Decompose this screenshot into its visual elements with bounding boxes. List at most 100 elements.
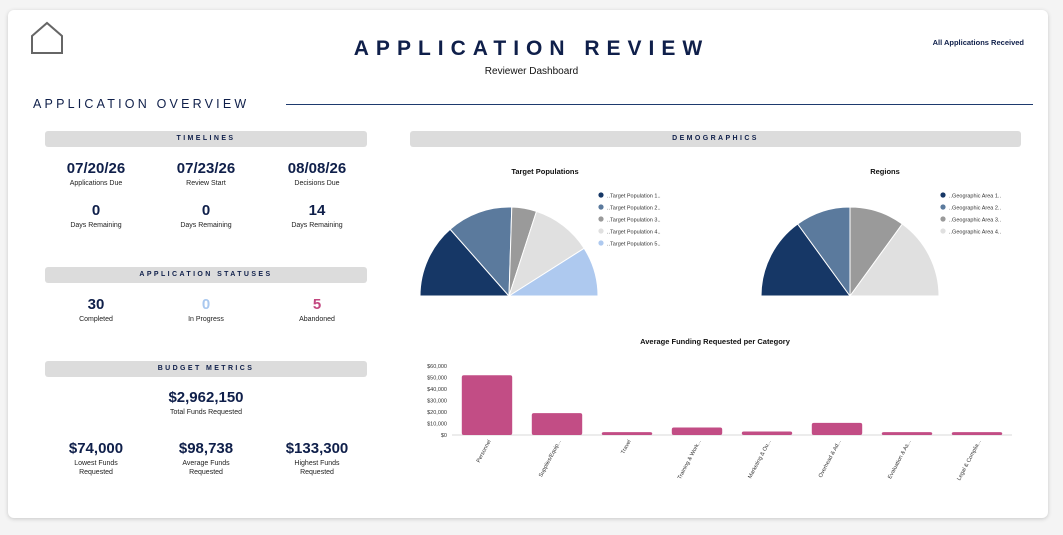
regions-pie: ..Geographic Area 1.. ..Geographic Area 2… xyxy=(760,192,1001,298)
legend-label[interactable]: ..Target Population 5.. xyxy=(607,241,661,247)
y-tick-label: $40,000 xyxy=(427,387,447,393)
x-tick-label: Marketing & Ou... xyxy=(747,439,773,480)
days-remaining-3: 14 Days Remaining xyxy=(262,202,372,231)
bar[interactable] xyxy=(461,375,513,435)
x-tick-label: Personnel xyxy=(476,439,493,464)
overview-divider xyxy=(286,104,1033,105)
date-label: Review Start xyxy=(186,180,226,187)
x-tick-label: Legal & Complia... xyxy=(956,439,983,482)
page-subtitle: Reviewer Dashboard xyxy=(484,66,579,77)
legend-marker xyxy=(940,192,946,198)
y-tick-label: $50,000 xyxy=(427,376,447,382)
status-abandoned: 5 Abandoned xyxy=(262,296,372,325)
x-tick-label: Evaluation & As... xyxy=(887,439,913,480)
legend-label[interactable]: ..Target Population 4.. xyxy=(607,229,661,235)
budget-value: $74,000 xyxy=(68,440,124,457)
pie-slice[interactable] xyxy=(419,228,511,297)
date-applications-due: 07/20/26 Applications Due xyxy=(41,160,151,189)
x-tick-label: Travel xyxy=(620,439,632,455)
funding-chart-title: Average Funding Requested per Category xyxy=(640,337,790,346)
legend-label[interactable]: ..Geographic Area 1.. xyxy=(949,193,1001,199)
budget-label: Average Funds Requested xyxy=(182,460,230,476)
date-value: 08/08/26 xyxy=(287,160,347,177)
budget-total-label: Total Funds Requested xyxy=(170,409,242,416)
overview-title: APPLICATION OVERVIEW xyxy=(33,97,250,111)
statuses-header: APPLICATION STATUSES xyxy=(45,267,367,283)
budget-label: Highest Funds Requested xyxy=(294,460,340,476)
pie-slice[interactable] xyxy=(760,223,851,297)
date-label: Decisions Due xyxy=(294,180,340,187)
days-value: 0 xyxy=(91,202,101,219)
days-remaining-1: 0 Days Remaining xyxy=(41,202,151,231)
budget-total-value: $2,962,150 xyxy=(168,389,244,406)
bar[interactable] xyxy=(741,431,793,435)
legend-label[interactable]: ..Geographic Area 3.. xyxy=(949,217,1001,223)
days-label: Days Remaining xyxy=(70,222,122,229)
bar[interactable] xyxy=(601,432,653,435)
status-completed: 30 Completed xyxy=(41,296,151,325)
status-value: 5 xyxy=(312,296,322,313)
legend-marker xyxy=(598,240,604,246)
budget-lowest: $74,000 Lowest Funds Requested xyxy=(41,440,151,478)
x-tick-label: Overhead & Ad... xyxy=(818,439,843,479)
y-tick-label: $30,000 xyxy=(427,399,447,405)
days-value: 0 xyxy=(201,202,211,219)
budget-value: $98,738 xyxy=(178,440,234,457)
budget-value: $133,300 xyxy=(285,440,349,457)
legend-label[interactable]: ..Geographic Area 2.. xyxy=(949,205,1001,211)
bar[interactable] xyxy=(671,427,723,435)
bar[interactable] xyxy=(951,432,1003,435)
legend-marker xyxy=(598,228,604,234)
x-tick-label: Training & Work... xyxy=(677,439,703,481)
demographics-header: DEMOGRAPHICS xyxy=(410,131,1021,147)
bar[interactable] xyxy=(531,413,583,435)
legend-marker xyxy=(598,192,604,198)
budget-average: $98,738 Average Funds Requested xyxy=(151,440,261,478)
legend-marker xyxy=(598,204,604,210)
status-value: 0 xyxy=(201,296,211,313)
legend-marker xyxy=(940,216,946,222)
days-remaining-2: 0 Days Remaining xyxy=(151,202,261,231)
target-populations-title: Target Populations xyxy=(511,167,579,176)
budget-total: $2,962,150 Total Funds Requested xyxy=(131,389,281,418)
date-decisions-due: 08/08/26 Decisions Due xyxy=(262,160,372,189)
target-populations-pie: ..Target Population 1.. ..Target Populati… xyxy=(419,192,661,298)
y-tick-label: $60,000 xyxy=(427,364,447,370)
status-value: 30 xyxy=(87,296,105,313)
x-tick-label: Supplies/Equip... xyxy=(538,439,563,479)
budget-highest: $133,300 Highest Funds Requested xyxy=(262,440,372,478)
home-icon[interactable] xyxy=(30,21,64,55)
y-tick-label: $20,000 xyxy=(427,410,447,416)
date-label: Applications Due xyxy=(69,180,123,187)
budget-header: BUDGET METRICS xyxy=(45,361,367,377)
legend-label[interactable]: ..Geographic Area 4.. xyxy=(949,229,1001,235)
date-review-start: 07/23/26 Review Start xyxy=(151,160,261,189)
legend-marker xyxy=(940,228,946,234)
y-tick-label: $10,000 xyxy=(427,422,447,428)
bar[interactable] xyxy=(811,422,863,435)
status-label: Abandoned xyxy=(299,316,335,323)
legend-label[interactable]: ..Target Population 3.. xyxy=(607,217,661,223)
regions-title: Regions xyxy=(870,167,900,176)
budget-label: Lowest Funds Requested xyxy=(74,460,118,476)
legend-label[interactable]: ..Target Population 1.. xyxy=(607,193,661,199)
funding-bar-chart: $0 $10,000 $20,000 $30,000 $40,000 $50,000 $60… xyxy=(427,364,1012,482)
page-title: APPLICATION REVIEW xyxy=(353,37,710,60)
days-value: 14 xyxy=(308,202,326,219)
status-in-progress: 0 In Progress xyxy=(151,296,261,325)
bar[interactable] xyxy=(881,432,933,435)
days-label: Days Remaining xyxy=(291,222,343,229)
status-label: Completed xyxy=(79,316,113,323)
pie-slice[interactable] xyxy=(449,206,513,298)
legend-marker xyxy=(598,216,604,222)
legend-marker xyxy=(940,204,946,210)
timelines-header: TIMELINES xyxy=(45,131,367,147)
pie-slice[interactable] xyxy=(849,223,940,297)
pie-slice[interactable] xyxy=(507,247,599,297)
date-value: 07/23/26 xyxy=(176,160,236,177)
date-value: 07/20/26 xyxy=(66,160,126,177)
y-tick-label: $0 xyxy=(441,433,447,439)
days-label: Days Remaining xyxy=(180,222,232,229)
legend-label[interactable]: ..Target Population 2.. xyxy=(607,205,661,211)
filter-label[interactable]: All Applications Received xyxy=(932,38,1024,47)
